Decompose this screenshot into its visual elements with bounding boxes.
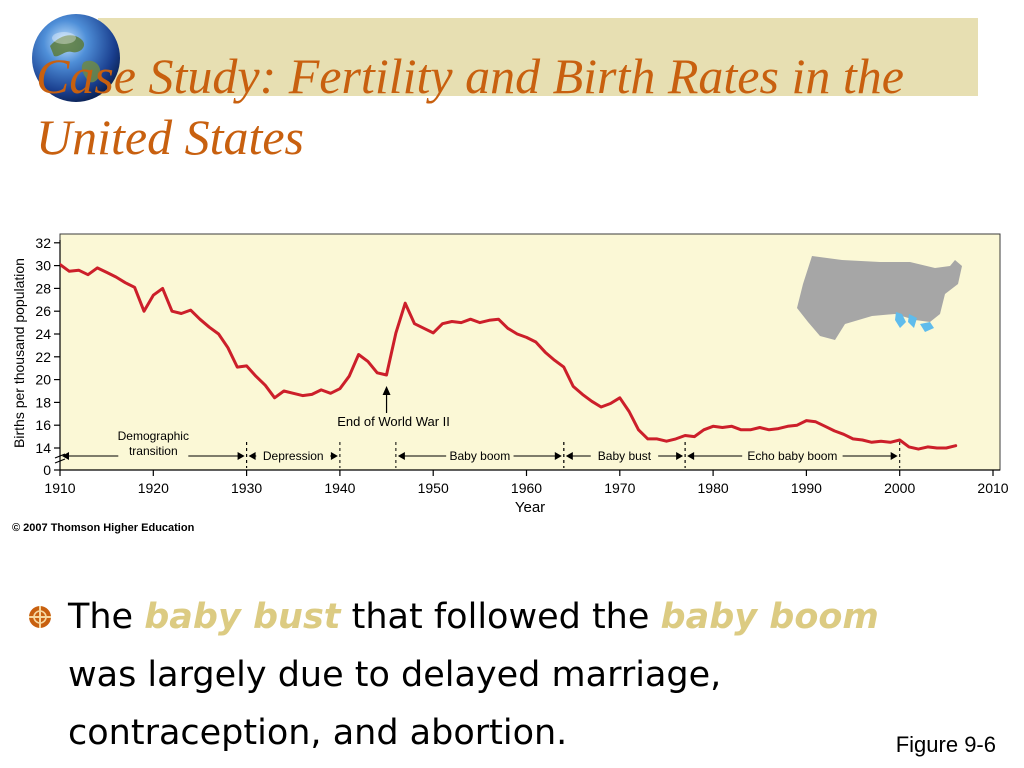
- x-tick-label: 2010: [977, 480, 1008, 496]
- y-tick-label: 32: [35, 235, 51, 251]
- period-label: Baby boom: [449, 449, 510, 463]
- birth-rate-line: [60, 263, 958, 451]
- x-tick-label: 1940: [324, 480, 355, 496]
- y-tick-label: 28: [35, 280, 51, 296]
- birth-rate-chart: Demographic transition Depression Baby boom…: [11, 233, 1009, 534]
- period-arrowhead: [554, 452, 562, 460]
- bullet-list: The baby bust that followed the baby boo…: [28, 588, 948, 762]
- title-header-band: [98, 18, 978, 96]
- bullet-item: The baby bust that followed the baby boo…: [28, 588, 948, 762]
- period-arrowhead: [687, 452, 695, 460]
- period-label: Depression: [263, 449, 324, 463]
- x-tick-label: 1930: [231, 480, 262, 496]
- baby-bust-term: baby bust: [144, 597, 341, 637]
- y-tick-label: 18: [35, 394, 51, 410]
- y-tick-label: 22: [35, 349, 51, 365]
- y-tick-label: 26: [35, 303, 51, 319]
- x-tick-label: 1990: [791, 480, 822, 496]
- bullet-globe-icon: [29, 606, 51, 628]
- y-tick-label: 0: [43, 462, 51, 478]
- y-tick-label: 16: [35, 417, 51, 433]
- period-brackets: Demographic transition Depression Baby boom…: [59, 429, 901, 468]
- x-tick-label: 1960: [511, 480, 542, 496]
- period-label: Echo baby boom: [747, 449, 837, 463]
- period-label: Baby bust: [598, 449, 652, 463]
- bullet-text-1: The: [68, 597, 134, 637]
- y-axis-label: Births per thousand population: [11, 258, 27, 448]
- x-tick-label: 1920: [138, 480, 169, 496]
- baby-boom-term: baby boom: [660, 597, 879, 637]
- axis-ticks: 1910 1920 1930 1940 1950 1960 1970 1980 1990 2000…: [35, 235, 1008, 496]
- period-arrowhead: [397, 452, 405, 460]
- period-arrowhead: [565, 452, 573, 460]
- period-arrowhead: [330, 452, 338, 460]
- bullet-text-3: was largely due to delayed marriage, con…: [68, 655, 722, 753]
- annotation-arrowhead: [382, 386, 391, 395]
- x-tick-label: 1950: [418, 480, 449, 496]
- period-label: Demographic transition: [118, 429, 189, 458]
- globe-icon: [32, 14, 120, 102]
- x-tick-label: 2000: [884, 480, 915, 496]
- period-arrowhead: [62, 452, 69, 460]
- us-map-icon: [797, 256, 962, 340]
- period-arrowhead: [676, 452, 684, 460]
- bullet-text-2: that followed the: [351, 597, 650, 637]
- x-tick-label: 1970: [604, 480, 635, 496]
- x-axis-label: Year: [515, 499, 545, 516]
- x-tick-label: 1910: [44, 480, 75, 496]
- annotation-end-of-wwii: End of World War II: [337, 386, 450, 429]
- period-arrowhead: [248, 452, 256, 460]
- copyright-text: © 2007 Thomson Higher Education: [12, 522, 195, 534]
- y-tick-label: 24: [35, 326, 51, 342]
- y-tick-label: 14: [35, 440, 51, 456]
- annotation-label: End of World War II: [337, 414, 450, 429]
- y-tick-label: 30: [35, 258, 51, 274]
- period-arrowhead: [890, 452, 898, 460]
- slide-title: Case Study: Fertility and Birth Rates in…: [36, 48, 904, 165]
- x-tick-label: 1980: [698, 480, 729, 496]
- y-tick-label: 20: [35, 372, 51, 388]
- figure-label: Figure 9-6: [895, 732, 996, 757]
- period-arrowhead: [237, 452, 245, 460]
